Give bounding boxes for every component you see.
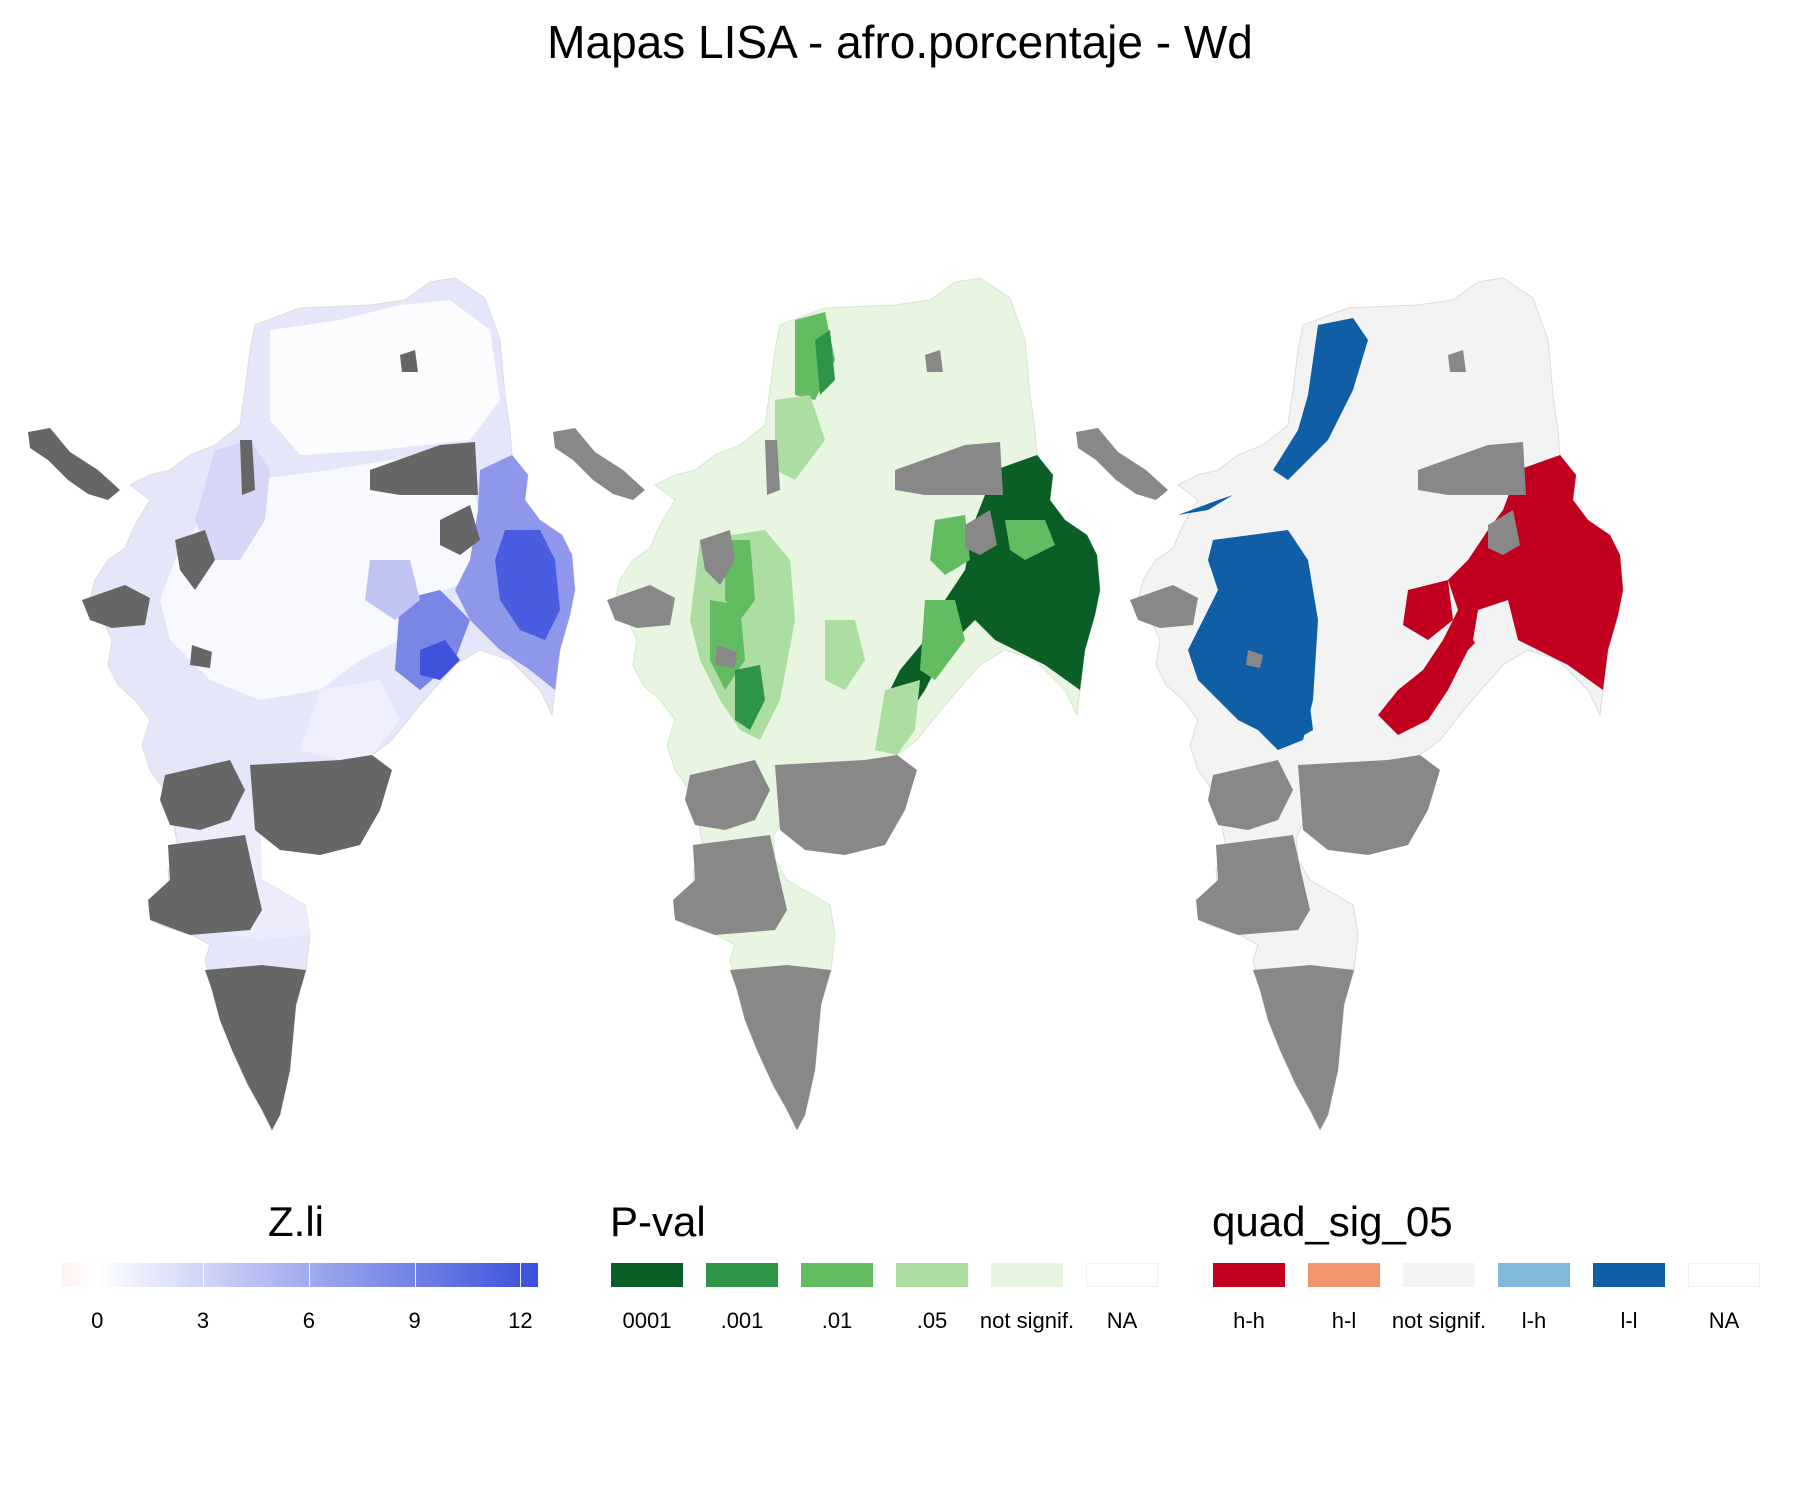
pval-legend-label: .001 (720, 1308, 764, 1333)
quad-legend-label: h-h (1233, 1308, 1265, 1333)
zli-tick-mark (308, 1263, 310, 1287)
pval-legend-title: P-val (610, 1198, 706, 1245)
quad-legend-swatch (1498, 1263, 1570, 1287)
pval-legend-swatch (801, 1263, 873, 1287)
zli-tick-mark (97, 1263, 99, 1287)
quad-legend-label: NA (1708, 1308, 1740, 1333)
quad-legend-label: l-h (1521, 1308, 1547, 1333)
quad-legend-label: not signif. (1391, 1308, 1487, 1333)
pval-legend-label: .05 (916, 1308, 948, 1333)
quad-legend-title: quad_sig_05 (1212, 1198, 1453, 1245)
quad-legend-label: l-l (1620, 1308, 1638, 1333)
zli-legend-title: Z.li (268, 1198, 324, 1245)
pval-legend-label: not signif. (979, 1308, 1075, 1333)
quad-legend-swatch (1213, 1263, 1285, 1287)
zli-tick-label: 6 (302, 1308, 315, 1333)
quad-legend-swatch (1688, 1263, 1760, 1287)
quad-legend-swatch (1403, 1263, 1475, 1287)
pval-legend-swatch (896, 1263, 968, 1287)
zli-tick-mark (414, 1263, 416, 1287)
quad-legend-swatch (1308, 1263, 1380, 1287)
lisa-maps (28, 277, 1624, 1131)
zli-tick-label: 9 (408, 1308, 421, 1333)
map-quad (1076, 277, 1624, 1131)
pval-legend-swatch (706, 1263, 778, 1287)
zli-color-gradient (62, 1263, 538, 1287)
pval-legend-swatch (611, 1263, 683, 1287)
pval-legend-swatch (1086, 1263, 1158, 1287)
map-zli (28, 277, 576, 1131)
pval-legend-label: NA (1106, 1308, 1138, 1333)
map-pval (553, 277, 1101, 1131)
zli-tick-label: 12 (508, 1308, 533, 1333)
zli-tick-mark (203, 1263, 205, 1287)
zli-tick-mark (520, 1263, 522, 1287)
quad-legend-swatch (1593, 1263, 1665, 1287)
pval-legend-swatch (991, 1263, 1063, 1287)
quad-legend-label: h-l (1331, 1308, 1357, 1333)
page-title: Mapas LISA - afro.porcentaje - Wd (547, 16, 1253, 68)
zli-tick-label: 0 (91, 1308, 104, 1333)
pval-legend-label: 0001 (622, 1308, 672, 1333)
zli-tick-label: 3 (196, 1308, 210, 1333)
pval-legend-label: .01 (821, 1308, 853, 1333)
